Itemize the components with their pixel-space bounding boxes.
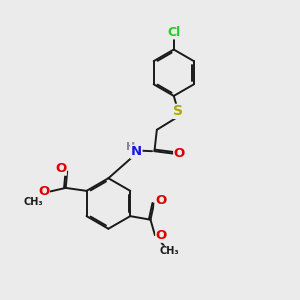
Text: Cl: Cl xyxy=(167,26,180,39)
Text: O: O xyxy=(55,162,66,175)
Text: CH₃: CH₃ xyxy=(160,246,180,256)
Text: O: O xyxy=(155,194,166,208)
Text: S: S xyxy=(173,104,183,118)
Text: N: N xyxy=(131,145,142,158)
Text: CH₃: CH₃ xyxy=(23,197,43,208)
Text: H: H xyxy=(126,142,135,152)
Text: O: O xyxy=(174,147,185,160)
Text: O: O xyxy=(38,185,49,198)
Text: O: O xyxy=(156,229,167,242)
